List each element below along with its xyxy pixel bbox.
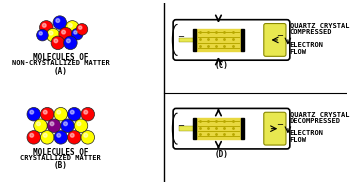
Bar [240,118,243,139]
Circle shape [27,107,41,121]
Circle shape [74,31,77,34]
Circle shape [34,119,47,132]
Text: ELECTRON: ELECTRON [290,42,324,48]
Bar [196,118,240,139]
Circle shape [71,28,83,40]
Circle shape [54,107,68,121]
Circle shape [43,110,47,114]
Text: −: − [177,121,184,130]
Circle shape [64,122,67,126]
FancyBboxPatch shape [264,23,286,56]
Circle shape [76,23,88,35]
Circle shape [57,133,60,137]
Circle shape [37,29,48,41]
Text: QUARTZ CRYSTAL: QUARTZ CRYSTAL [290,111,349,117]
Circle shape [59,27,72,41]
Text: COMPRESSED: COMPRESSED [290,29,332,35]
Circle shape [30,133,33,137]
Circle shape [56,19,60,22]
FancyBboxPatch shape [264,112,286,145]
Circle shape [50,122,54,126]
Circle shape [64,36,77,50]
Circle shape [53,16,67,29]
Text: −: − [276,32,283,41]
Text: DECOMPRESSED: DECOMPRESSED [290,118,341,124]
Circle shape [74,119,88,132]
Text: (B): (B) [54,162,68,170]
Circle shape [77,122,81,126]
Bar [240,29,243,51]
Text: QUARTZ CRYSTAL: QUARTZ CRYSTAL [290,22,349,28]
Circle shape [61,119,74,132]
Circle shape [81,131,95,144]
Circle shape [62,30,66,34]
Circle shape [67,39,70,43]
Bar [193,29,196,51]
Text: (C): (C) [215,61,229,70]
Circle shape [42,23,46,27]
Circle shape [84,110,87,114]
Circle shape [68,107,81,121]
Circle shape [41,107,54,121]
Text: (A): (A) [54,67,68,76]
Circle shape [57,110,60,114]
Bar [179,126,196,131]
Text: CRYSTALLIZED MATTER: CRYSTALLIZED MATTER [21,155,101,161]
Circle shape [68,131,81,144]
Text: NON-CRYSTALLIZED MATTER: NON-CRYSTALLIZED MATTER [12,60,110,66]
Circle shape [40,21,53,34]
Bar [179,38,196,42]
Circle shape [30,110,33,114]
Circle shape [70,110,74,114]
Text: MOLECULES OF: MOLECULES OF [33,53,89,63]
Circle shape [37,122,40,126]
Circle shape [78,26,82,29]
Circle shape [43,133,47,137]
Circle shape [49,31,53,35]
Bar [196,29,240,51]
Circle shape [54,39,58,43]
Circle shape [46,28,60,42]
Circle shape [66,21,79,34]
Circle shape [68,23,72,27]
Text: MOLECULES OF: MOLECULES OF [33,148,89,157]
Text: (D): (D) [215,150,229,159]
Text: ELECTRON: ELECTRON [290,130,324,137]
Circle shape [70,133,74,137]
Text: −: − [177,33,184,42]
Circle shape [84,133,87,137]
Circle shape [41,131,54,144]
Circle shape [39,32,42,35]
Circle shape [47,119,61,132]
Text: −: − [276,120,283,129]
Circle shape [54,131,68,144]
Bar [193,118,196,139]
Circle shape [81,107,95,121]
Circle shape [27,131,41,144]
Text: FLOW: FLOW [290,48,307,55]
Circle shape [51,36,65,50]
Text: FLOW: FLOW [290,137,307,143]
